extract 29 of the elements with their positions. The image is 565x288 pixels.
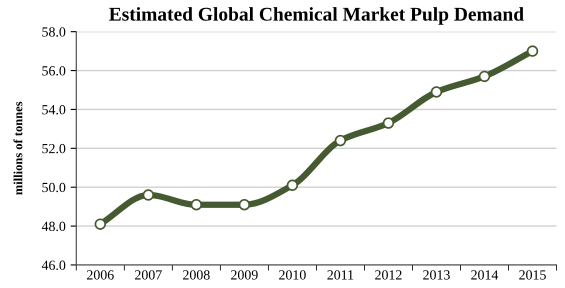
- chart-title: Estimated Global Chemical Market Pulp Demand: [109, 7, 524, 25]
- x-tick-label: 2006: [87, 270, 114, 280]
- x-tick-label: 2012: [375, 270, 402, 280]
- x-tick-label: 2011: [327, 270, 354, 280]
- x-tick-label: 2014: [471, 270, 498, 280]
- y-tick-label: 58.0: [42, 27, 66, 37]
- point: [526, 45, 538, 57]
- y-axis-title: millions of tonnes: [13, 102, 22, 195]
- y-tick-label: 54.0: [42, 105, 66, 114]
- point: [334, 134, 346, 146]
- y-tick-label: 46.0: [42, 260, 66, 270]
- point: [238, 199, 250, 210]
- point: [478, 70, 490, 82]
- x-tick-label: 2013: [423, 270, 450, 280]
- x-tick-label: 2010: [279, 270, 306, 280]
- x-tick-label: 2007: [135, 270, 162, 280]
- point: [94, 218, 106, 230]
- y-tick-label: 48.0: [42, 222, 66, 232]
- y-tick-label: 56.0: [42, 66, 66, 76]
- point: [190, 199, 202, 210]
- x-tick-label: 2008: [183, 270, 210, 280]
- point: [430, 86, 442, 98]
- point: [382, 117, 394, 129]
- x-tick-label: 2009: [231, 270, 258, 280]
- point: [286, 180, 298, 191]
- y-tick-label: 52.0: [42, 144, 66, 154]
- x-tick-label: 2015: [519, 270, 546, 280]
- point: [142, 189, 154, 201]
- y-tick-label: 50.0: [42, 182, 66, 192]
